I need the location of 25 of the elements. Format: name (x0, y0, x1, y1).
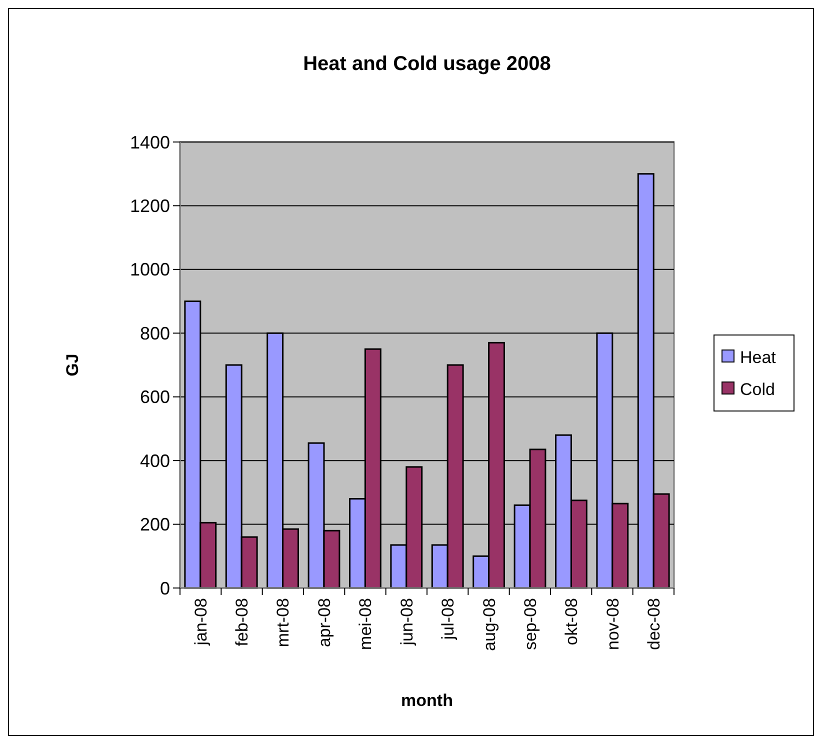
y-tick-label: 1000 (130, 260, 170, 280)
legend-label: Cold (740, 380, 775, 399)
y-tick-label: 600 (140, 387, 170, 408)
x-tick-label: mrt-08 (274, 598, 293, 648)
legend-label: Heat (740, 348, 776, 367)
x-tick-label: apr-08 (314, 598, 334, 648)
x-tick-label: jul-08 (438, 598, 458, 641)
x-tick-label: feb-08 (232, 598, 252, 646)
y-axis-title: GJ (63, 354, 82, 376)
x-axis-title: month (401, 691, 453, 710)
y-tick-label: 800 (140, 323, 170, 344)
x-tick-label: mei-08 (356, 598, 376, 650)
y-tick-label: 200 (140, 514, 170, 535)
x-tick-label: sep-08 (520, 598, 540, 650)
x-tick-label: nov-08 (603, 598, 622, 650)
x-tick-label: dec-08 (644, 598, 664, 650)
x-tick-label: okt-08 (562, 598, 582, 646)
x-tick-label: jun-08 (397, 598, 416, 646)
y-tick-label: 1400 (130, 132, 170, 152)
y-tick-label: 1200 (130, 196, 170, 216)
y-tick-label: 400 (140, 450, 170, 471)
x-tick-label: aug-08 (480, 598, 499, 651)
chart-title: Heat and Cold usage 2008 (303, 53, 551, 75)
x-tick-label: jan-08 (191, 598, 210, 646)
y-tick-label: 0 (160, 578, 170, 598)
